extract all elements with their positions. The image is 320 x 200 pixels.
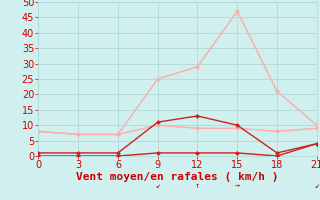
Text: →: →: [235, 181, 240, 190]
Text: ↙: ↙: [314, 181, 319, 190]
Text: ↑: ↑: [195, 181, 200, 190]
Text: ↙: ↙: [155, 181, 160, 190]
X-axis label: Vent moyen/en rafales ( km/h ): Vent moyen/en rafales ( km/h ): [76, 172, 279, 182]
